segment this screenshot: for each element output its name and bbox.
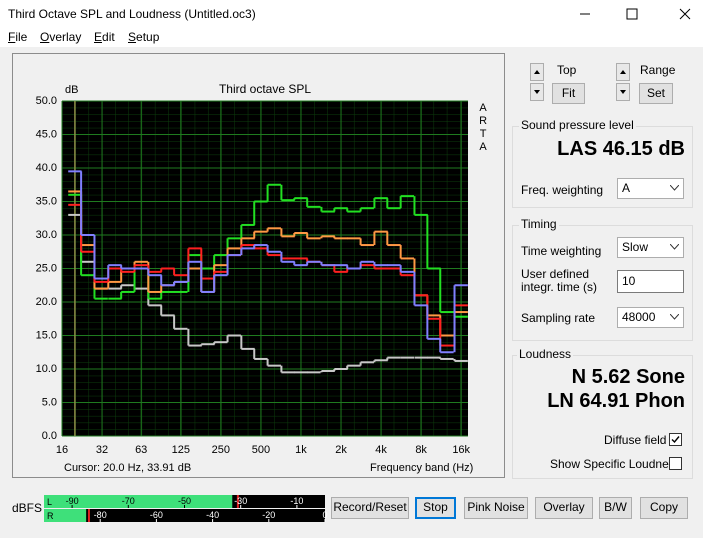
spinner-up[interactable]	[616, 63, 630, 81]
group-title: Loudness	[517, 347, 574, 361]
window-controls	[580, 8, 691, 20]
meter-tick-label: -30	[234, 496, 247, 506]
group-title: Timing	[519, 217, 559, 231]
x-tick-label: 16k	[452, 444, 470, 456]
y-tick-label: 0.0	[42, 430, 57, 442]
spinner-down[interactable]	[616, 83, 630, 101]
meter-tick-label: -60	[150, 510, 163, 520]
button[interactable]: Fit	[552, 83, 585, 104]
x-tick-label: 32	[96, 444, 108, 456]
y-tick-label: 5.0	[42, 396, 57, 408]
combobox[interactable]: Slow	[617, 237, 684, 258]
y-tick-label: 15.0	[36, 329, 57, 341]
y-tick-label: 50.0	[36, 95, 57, 107]
text-input[interactable]: 10	[617, 270, 684, 293]
meter-label: dBFS	[12, 501, 43, 515]
channel-name: L	[47, 497, 52, 507]
chart-panel	[12, 53, 505, 478]
channel-name: R	[47, 511, 54, 521]
combobox-value: A	[622, 181, 631, 195]
combobox[interactable]: 48000	[617, 307, 684, 328]
x-tick-label: 8k	[415, 444, 427, 456]
x-axis-label: Frequency band (Hz)	[370, 462, 473, 474]
menu-item[interactable]: File	[8, 30, 28, 44]
y-tick-label: 20.0	[36, 296, 57, 308]
button[interactable]: Overlay	[535, 497, 593, 519]
label: Sampling rate	[521, 311, 596, 325]
button[interactable]: Stop	[415, 497, 456, 519]
x-tick-label: 4k	[375, 444, 387, 456]
meter-tick-label: -70	[122, 496, 135, 506]
x-tick-label: 16	[56, 444, 68, 456]
check-mark	[671, 436, 680, 444]
button[interactable]: Record/Reset	[331, 497, 409, 519]
meter-tick-label: -90	[66, 496, 79, 506]
dropdown-arrow	[670, 185, 679, 191]
checkbox[interactable]	[669, 433, 682, 446]
label: Range	[640, 63, 676, 77]
spinner-down[interactable]	[530, 83, 544, 101]
y-tick-label: 45.0	[36, 128, 57, 140]
spl-reading: LAS 46.15 dB	[557, 138, 685, 160]
meter-level	[44, 495, 233, 508]
meter-tick-label: 0	[322, 510, 327, 520]
title-bar: Third Octave SPL and Loudness (Untitled.…	[0, 0, 703, 28]
window-title: Third Octave SPL and Loudness (Untitled.…	[8, 7, 256, 21]
chart: dB Third octave SPL ARTA Cursor: 20.0 Hz…	[36, 82, 490, 474]
side-label: ARTA	[477, 102, 489, 154]
x-tick-label: 2k	[335, 444, 347, 456]
dropdown-arrow	[670, 244, 679, 250]
label: User defined	[521, 267, 590, 281]
label: Time weighting	[521, 244, 602, 258]
label: Show Specific Loudness	[550, 457, 681, 471]
combobox[interactable]: A	[617, 178, 684, 199]
close[interactable]	[679, 8, 691, 20]
button[interactable]: Set	[639, 83, 673, 104]
x-tick-label: 250	[212, 444, 230, 456]
meter-tick-label: -50	[178, 496, 191, 506]
y-tick-label: 30.0	[36, 229, 57, 241]
meter-tick-label: -10	[290, 496, 303, 506]
meter-tick-label: -80	[94, 510, 107, 520]
y-tick-label: 10.0	[36, 363, 57, 375]
y-tick-label: 40.0	[36, 162, 57, 174]
checkbox[interactable]	[669, 457, 682, 470]
chart-title: Third octave SPL	[219, 82, 311, 96]
menu-bar: File Overlay Edit Setup	[0, 28, 703, 47]
group-box	[512, 225, 693, 341]
x-tick-label: 1k	[295, 444, 307, 456]
menu-item[interactable]: Overlay	[40, 30, 82, 44]
label: Diffuse field	[604, 433, 667, 447]
group-title: Sound pressure level	[519, 118, 636, 132]
x-tick-label: 500	[252, 444, 270, 456]
menu-item[interactable]: Edit	[94, 30, 115, 44]
dropdown-arrow	[670, 314, 679, 320]
meter-tick-label: -20	[262, 510, 275, 520]
x-tick-label: 125	[172, 444, 190, 456]
button[interactable]: B/W	[599, 497, 632, 519]
meter-track	[44, 509, 325, 522]
y-axis-label: dB	[65, 84, 78, 96]
group-box	[512, 355, 693, 479]
level-meter: L -90 -70 -50 -30 -10 R -80 -60 -40 -20 0	[44, 495, 328, 522]
y-tick-label: 25.0	[36, 262, 57, 274]
button[interactable]: Pink Noise	[464, 497, 528, 519]
cursor-readout: Cursor: 20.0 Hz, 33.91 dB	[64, 462, 191, 474]
spinner-up[interactable]	[530, 63, 544, 81]
loudness-ln: LN 64.91 Phon	[547, 390, 685, 412]
meter-level	[44, 509, 87, 522]
maximize[interactable]	[626, 8, 638, 20]
x-tick-label: 63	[135, 444, 147, 456]
button[interactable]: Copy	[640, 497, 688, 519]
label: Top	[557, 63, 577, 77]
loudness-n: N 5.62 Sone	[571, 366, 685, 388]
label: Freq. weighting	[521, 183, 604, 197]
y-tick-label: 35.0	[36, 195, 57, 207]
meter-tick-label: -40	[206, 510, 219, 520]
combobox-value: 48000	[622, 310, 656, 324]
menu-item[interactable]: Setup	[128, 30, 160, 44]
combobox-value: Slow	[622, 240, 649, 254]
label: integr. time (s)	[521, 280, 598, 294]
